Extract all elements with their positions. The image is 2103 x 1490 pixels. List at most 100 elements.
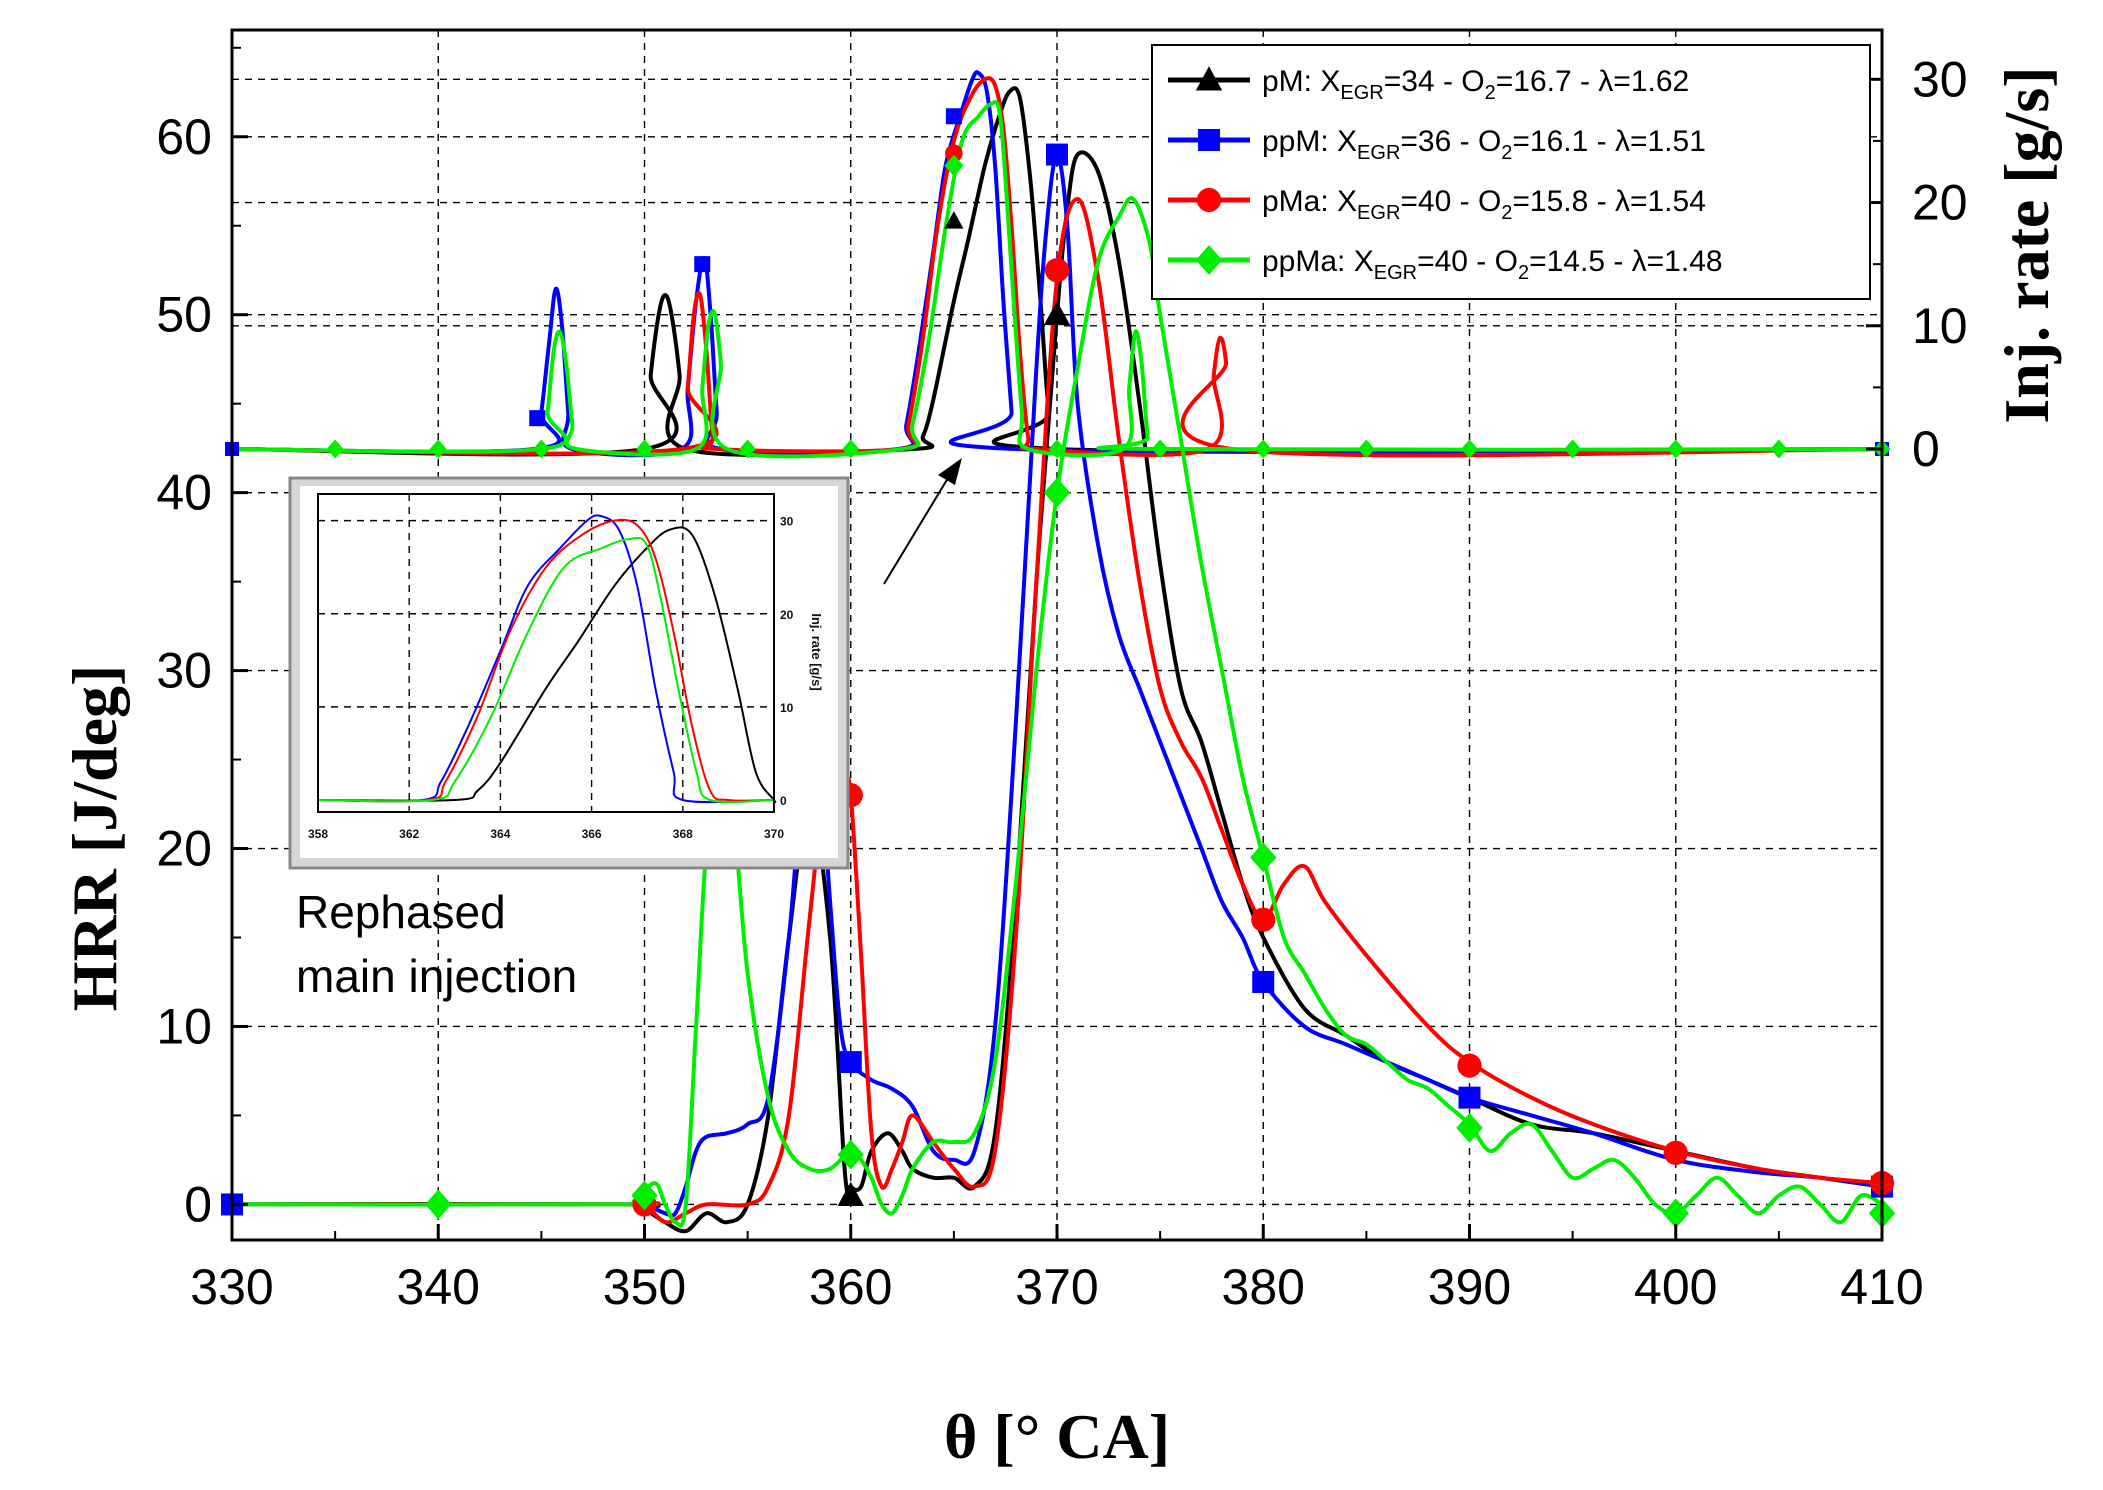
legend-label-pM: pM: XEGR=34 - O2=16.7 - λ=1.62 xyxy=(1262,65,1689,104)
inj-marker-ppM xyxy=(529,410,546,427)
inj-marker-pMa xyxy=(945,144,963,163)
inset-y-tick-label: 0 xyxy=(780,794,787,808)
x-tick-label: 340 xyxy=(397,1259,480,1315)
inset-line-ppMa xyxy=(317,536,775,804)
y2-tick-label: 0 xyxy=(1912,421,1940,477)
inj-marker-ppMa xyxy=(1151,439,1169,459)
x-axis-ticks: 330 340 350 360 370 380 390 400 410 xyxy=(190,1224,1924,1315)
legend-label-pMa: pMa: XEGR=40 - O2=15.8 - λ=1.54 xyxy=(1262,185,1706,224)
x-tick-label: 380 xyxy=(1222,1259,1305,1315)
inj-marker-ppMa xyxy=(842,439,860,459)
inj-marker-ppMa xyxy=(636,439,653,459)
inset-x-tick-label: 366 xyxy=(582,827,602,841)
annotation-arrow xyxy=(883,458,962,585)
hrr-marker-ppMa xyxy=(631,1180,658,1211)
y2-tick-label: 30 xyxy=(1912,51,1968,107)
inj-marker-ppMa xyxy=(1048,439,1066,459)
annotation-line-1: Rephased xyxy=(296,886,506,938)
inset-y-tick-label: 20 xyxy=(780,608,794,622)
hrr-marker-ppM xyxy=(1458,1086,1481,1109)
legend-marker-ppM xyxy=(1198,129,1220,151)
inset-x-tick-label: 362 xyxy=(399,827,419,841)
inset-lines xyxy=(317,514,777,804)
inset-x-tick-label: 364 xyxy=(490,827,510,841)
hrr-marker-ppM xyxy=(839,1051,862,1074)
hrr-line-ppM xyxy=(232,152,1883,1218)
inj-marker-ppMa xyxy=(1770,439,1788,459)
legend-marker-ppMa xyxy=(1195,245,1223,275)
hrr-marker-pM xyxy=(837,1181,864,1206)
x-tick-label: 400 xyxy=(1634,1259,1717,1315)
y-tick-label: 10 xyxy=(156,998,212,1054)
hrr-marker-ppMa xyxy=(837,1139,864,1170)
y-tick-label: 20 xyxy=(156,821,212,877)
hrr-marker-ppMa xyxy=(1250,842,1277,873)
y2-tick-label: 20 xyxy=(1912,175,1968,231)
legend-box xyxy=(1151,44,1871,300)
hrr-marker-ppMa xyxy=(1662,1198,1689,1229)
injection-axis-title: Inj. rate [g/s] xyxy=(1991,66,2062,423)
legend-label-ppMa: ppMa: XEGR=40 - O2=14.5 - λ=1.48 xyxy=(1262,245,1723,284)
hrr-marker-pM xyxy=(1043,300,1071,326)
legend: pM: XEGR=34 - O2=16.7 - λ=1.62 ppM: XEGR=… xyxy=(1151,44,1871,300)
x-tick-label: 410 xyxy=(1840,1259,1923,1315)
y-tick-label: 0 xyxy=(184,1176,212,1232)
y-tick-label: 40 xyxy=(156,465,212,521)
legend-marker-pM xyxy=(1195,66,1223,91)
inset-y-axis-title: Inj. rate [g/s] xyxy=(809,613,824,690)
inj-marker-ppMa xyxy=(739,439,757,459)
x-tick-label: 330 xyxy=(190,1259,273,1315)
y-tick-label: 60 xyxy=(156,109,212,165)
inset-frame xyxy=(317,493,775,813)
series-lines xyxy=(231,70,1884,1234)
y-tick-label: 30 xyxy=(156,643,212,699)
hrr-marker-ppMa xyxy=(425,1189,452,1220)
inj-marker-ppM xyxy=(945,108,962,125)
x-tick-label: 350 xyxy=(603,1259,686,1315)
hrr-marker-pMa xyxy=(1457,1053,1482,1078)
x-tick-label: 360 xyxy=(809,1259,892,1315)
hrr-marker-pMa xyxy=(1044,258,1070,283)
inj-marker-ppMa xyxy=(326,439,344,459)
inj-line-pM xyxy=(231,86,1883,457)
inset-ticks: 358 362 364 366 368 370 0 10 20 30 xyxy=(308,515,794,841)
inj-line-pMa xyxy=(231,76,1883,458)
inset-x-tick-label: 368 xyxy=(673,827,693,841)
annotation-line-2: main injection xyxy=(296,950,577,1002)
legend-marker-pMa xyxy=(1196,187,1222,213)
inset-y-tick-label: 30 xyxy=(780,515,794,529)
inj-marker-ppMa xyxy=(1254,439,1272,459)
series-markers xyxy=(221,108,1896,1229)
inset-line-pMa xyxy=(317,518,775,803)
inset-line-ppM xyxy=(317,514,775,804)
x-tick-label: 370 xyxy=(1015,1259,1098,1315)
inset-line-pM xyxy=(317,526,777,804)
y-tick-label: 50 xyxy=(156,287,212,343)
inset-y-tick-label: 10 xyxy=(780,701,794,715)
y2-tick-label: 10 xyxy=(1912,298,1968,354)
inset-x-tick-label: 358 xyxy=(308,827,328,841)
inj-marker-ppMa xyxy=(429,439,447,459)
inj-marker-ppM xyxy=(694,256,711,273)
hrr-line-pMa xyxy=(232,197,1883,1225)
inset-x-tick-label: 370 xyxy=(764,827,784,841)
inset-zoom-plot: 358 362 364 366 368 370 0 10 20 30 Inj. rate [g/s… xyxy=(288,476,850,870)
inj-marker-ppMa xyxy=(1667,439,1685,459)
hrr-marker-ppMa xyxy=(1456,1113,1483,1143)
hrr-marker-pMa xyxy=(1251,907,1276,932)
hrr-axis-ticks: 0 10 20 30 40 50 60 xyxy=(156,46,248,1232)
inj-marker-ppMa xyxy=(1357,439,1375,459)
hrr-marker-ppMa xyxy=(1043,477,1071,508)
inj-marker-ppMa xyxy=(532,439,550,459)
inj-marker-pM xyxy=(944,211,964,229)
hrr-axis-title: HRR [J/deg] xyxy=(59,665,130,1012)
inj-marker-ppMa xyxy=(1564,439,1582,459)
hrr-marker-ppM xyxy=(1252,970,1275,993)
inj-marker-ppMa xyxy=(944,154,964,177)
hrr-marker-pMa xyxy=(1663,1140,1688,1165)
inj-line-ppMa xyxy=(231,100,1883,459)
legend-label-ppM: ppM: XEGR=36 - O2=16.1 - λ=1.51 xyxy=(1262,125,1706,164)
x-axis-title: θ [° CA] xyxy=(944,1401,1170,1472)
inj-marker-ppMa xyxy=(1461,439,1478,459)
